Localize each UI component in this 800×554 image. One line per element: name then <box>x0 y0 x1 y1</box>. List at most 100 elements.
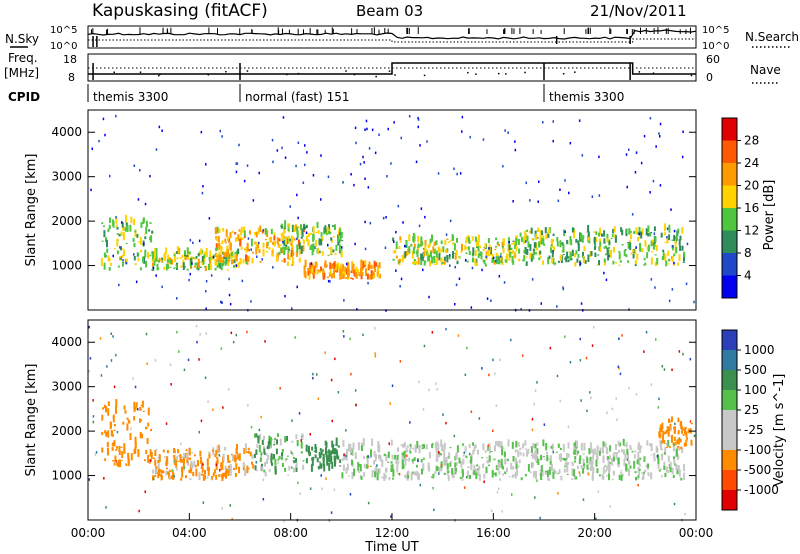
heat-cell <box>680 477 683 481</box>
heat-cell <box>286 261 289 266</box>
heat-cell <box>552 471 555 479</box>
heat-cell <box>298 239 300 246</box>
heat-cell <box>333 265 336 273</box>
heat-cell <box>155 248 158 257</box>
colorbar-segment <box>722 470 737 490</box>
heat-cell <box>254 232 257 236</box>
heat-speck <box>243 179 246 183</box>
heat-cell <box>284 458 287 462</box>
heat-cell <box>643 456 646 462</box>
heat-speck <box>458 277 461 280</box>
heat-cell <box>160 260 163 263</box>
heat-cell <box>417 235 420 243</box>
heat-cell <box>637 237 640 242</box>
heat-speck <box>564 179 566 182</box>
heat-cell <box>218 243 221 250</box>
heat-cell <box>116 238 119 247</box>
heat-speck <box>580 399 582 402</box>
heat-cell <box>395 241 398 250</box>
heat-cell <box>268 247 271 250</box>
heat-cell <box>573 449 576 455</box>
heat-speck <box>520 308 522 311</box>
heat-cell <box>186 452 189 459</box>
heat-cell <box>487 459 490 464</box>
heat-cell <box>305 444 308 452</box>
heat-cell <box>346 448 348 457</box>
heat-speck <box>258 241 260 245</box>
heat-speck <box>364 220 366 224</box>
heat-speck <box>657 406 660 409</box>
heat-cell <box>589 442 592 450</box>
heat-speck <box>170 383 172 386</box>
heat-cell <box>575 476 578 480</box>
heat-cell <box>143 233 146 235</box>
heat-cell <box>280 225 283 228</box>
heat-speck <box>557 199 560 203</box>
heat-cell <box>142 219 145 224</box>
heat-cell <box>340 251 343 258</box>
x-tick-label: 12:00 <box>375 526 410 540</box>
heat-cell <box>137 257 140 262</box>
heat-cell <box>647 463 650 469</box>
heat-speck <box>673 502 676 506</box>
heat-cell <box>640 231 643 239</box>
heat-cell <box>539 235 542 240</box>
heat-cell <box>313 450 316 452</box>
heat-cell <box>314 444 317 450</box>
heat-cell <box>375 262 378 267</box>
heat-cell <box>254 241 257 245</box>
heat-cell <box>331 225 334 227</box>
heat-cell <box>271 462 273 466</box>
heat-cell <box>152 258 155 260</box>
heat-cell <box>443 463 446 467</box>
heat-cell <box>121 222 124 228</box>
heat-speck <box>112 335 114 338</box>
colorbar-segment <box>722 350 737 370</box>
heat-cell <box>112 414 115 423</box>
heat-speck <box>212 256 215 259</box>
heat-speck <box>109 174 111 178</box>
heat-cell <box>398 261 401 264</box>
heat-cell <box>540 472 543 480</box>
heat-cell <box>566 473 569 475</box>
heat-speck <box>469 135 471 139</box>
heat-cell <box>472 472 475 474</box>
heat-speck <box>399 285 401 288</box>
heat-cell <box>524 473 527 477</box>
heat-cell <box>139 406 142 411</box>
heat-cell <box>646 440 649 446</box>
heat-cell <box>669 421 672 423</box>
heat-cell <box>243 226 246 232</box>
heat-cell <box>524 246 527 255</box>
heat-cell <box>454 470 457 475</box>
heat-cell <box>283 239 286 246</box>
heat-cell <box>662 249 665 253</box>
heat-speck <box>204 376 207 379</box>
heat-speck <box>499 255 502 258</box>
heat-cell <box>326 458 329 466</box>
heat-cell <box>217 262 220 268</box>
nave-dot <box>375 75 377 78</box>
heat-cell <box>162 449 165 453</box>
heat-cell <box>645 228 648 236</box>
heat-cell <box>525 261 528 266</box>
heat-cell <box>490 246 492 255</box>
heat-cell <box>291 257 294 264</box>
heat-cell <box>491 470 494 478</box>
heat-cell <box>461 470 464 478</box>
heat-cell <box>518 445 521 447</box>
heat-cell <box>303 268 306 274</box>
heat-cell <box>213 469 216 474</box>
heat-cell <box>317 229 320 234</box>
heat-cell <box>133 405 136 413</box>
heat-speck <box>490 299 492 302</box>
heat-cell <box>630 233 633 240</box>
heat-cell <box>487 249 490 257</box>
heat-speck <box>359 162 362 166</box>
heat-cell <box>122 421 125 425</box>
heat-cell <box>117 459 120 468</box>
heat-cell <box>576 258 579 263</box>
heat-cell <box>491 257 494 263</box>
heat-cell <box>672 475 675 478</box>
heat-cell <box>512 466 515 470</box>
